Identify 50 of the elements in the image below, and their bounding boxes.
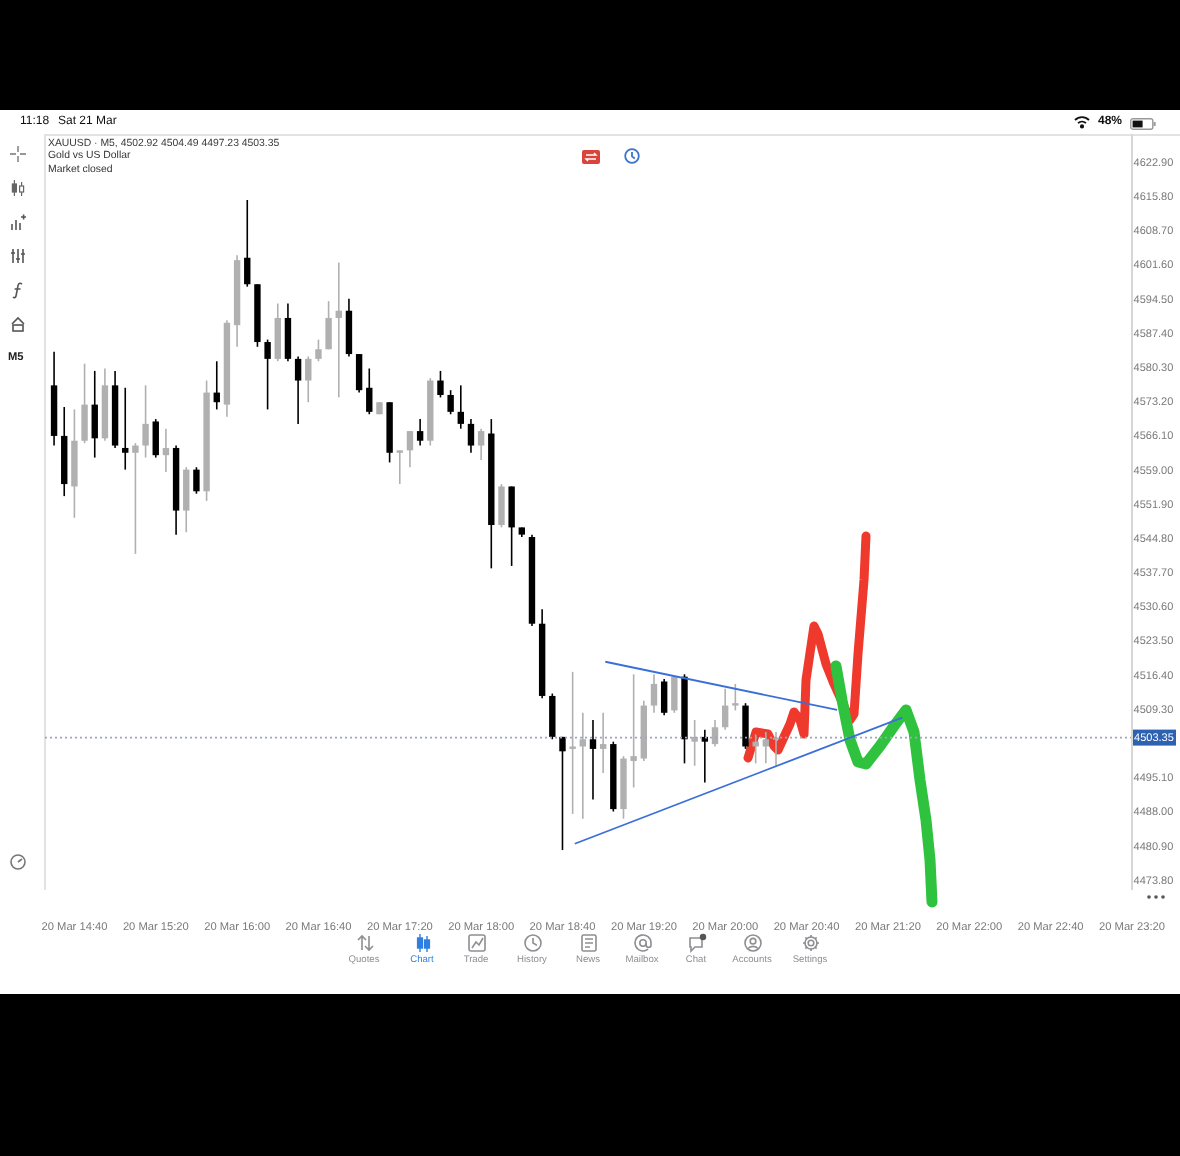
- candlestick: [315, 338, 322, 363]
- candlestick: [335, 261, 342, 399]
- candlestick: [752, 733, 759, 765]
- candlestick: [71, 408, 78, 519]
- candlestick: [183, 466, 190, 534]
- candlestick: [711, 719, 719, 748]
- candlestick: [81, 362, 88, 444]
- candlestick: [589, 719, 597, 801]
- candlestick: [152, 418, 159, 459]
- candlestick: [122, 386, 129, 471]
- candlestick: [559, 736, 566, 851]
- candlestick: [366, 367, 373, 416]
- candlestick: [142, 384, 149, 459]
- candlestick: [294, 355, 302, 425]
- candlestick: [732, 683, 739, 712]
- candlestick: [742, 702, 749, 750]
- candlestick: [579, 712, 587, 820]
- candlestick: [549, 692, 556, 741]
- candlestick: [416, 418, 424, 447]
- candlestick: [193, 466, 200, 495]
- candlestick: [132, 442, 139, 555]
- candlestick: [467, 418, 475, 454]
- candlestick: [477, 427, 485, 461]
- candlestick: [406, 430, 414, 469]
- candlestick: [701, 728, 709, 784]
- candlestick: [264, 338, 271, 411]
- candlestick: [650, 673, 658, 714]
- candlestick: [396, 449, 403, 485]
- candlestick: [457, 384, 464, 430]
- candlestick: [691, 719, 698, 767]
- candlestick: [274, 302, 281, 363]
- candlestick: [671, 675, 678, 714]
- candlestick: [721, 687, 729, 731]
- candlestick: [660, 678, 668, 717]
- candlestick: [569, 671, 576, 815]
- candlestick: [91, 370, 98, 459]
- candlestick: [772, 731, 780, 768]
- candlestick: [447, 389, 454, 416]
- candlestick: [599, 712, 607, 774]
- candlestick: [762, 731, 770, 765]
- candlestick: [498, 483, 505, 529]
- candlestick: [244, 199, 251, 288]
- candlestick: [305, 355, 312, 404]
- candlestick: [437, 370, 444, 399]
- candlestick: [162, 427, 170, 473]
- candlestick: [355, 353, 363, 394]
- candlestick: [284, 302, 292, 363]
- candlestick: [345, 297, 353, 358]
- candlestick: [508, 485, 515, 567]
- candlestick: [325, 300, 332, 351]
